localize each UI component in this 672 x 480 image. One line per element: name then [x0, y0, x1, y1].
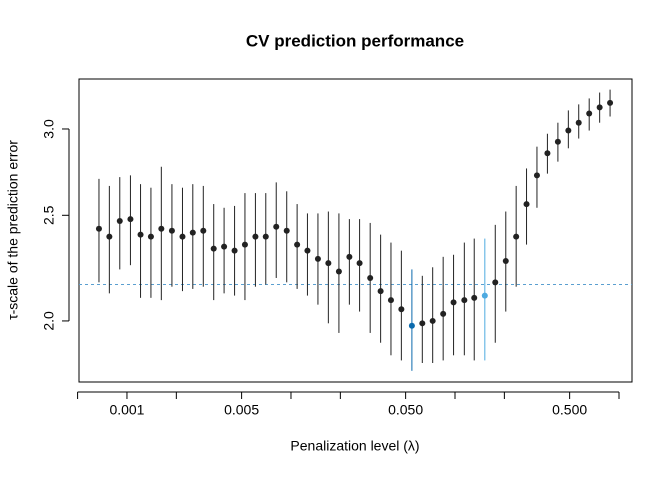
point: [273, 223, 280, 230]
point: [419, 320, 426, 327]
point: [492, 279, 499, 286]
point: [106, 233, 113, 240]
point: [137, 231, 144, 238]
point: [565, 127, 572, 134]
y-tick-label: 2.5: [41, 205, 57, 225]
point: [127, 216, 134, 223]
point: [398, 306, 405, 313]
point: [356, 260, 363, 267]
point: [554, 138, 561, 145]
point: [221, 243, 228, 250]
point: [314, 255, 321, 262]
point: [586, 110, 593, 117]
point: [471, 294, 478, 301]
point: [408, 322, 415, 329]
point: [189, 229, 196, 236]
point: [377, 288, 384, 295]
point: [147, 233, 154, 240]
point: [304, 247, 311, 254]
chart-title: CV prediction performance: [246, 31, 464, 50]
point: [440, 310, 447, 317]
point: [95, 225, 102, 232]
point: [607, 99, 614, 106]
point: [168, 227, 175, 234]
point: [513, 233, 520, 240]
x-tick-label: 0.500: [552, 402, 587, 418]
point: [450, 299, 457, 306]
point: [231, 247, 238, 254]
point: [325, 260, 332, 267]
x-tick-label: 0.050: [388, 402, 423, 418]
point: [294, 241, 301, 248]
point: [283, 227, 290, 234]
point: [523, 201, 530, 208]
point: [210, 245, 217, 252]
x-tick-label: 0.005: [224, 402, 259, 418]
point: [575, 119, 582, 126]
point: [241, 241, 248, 248]
y-axis-label: τ-scale of the prediction error: [5, 140, 21, 320]
x-tick-label: 0.001: [109, 402, 144, 418]
point: [346, 253, 353, 260]
point: [116, 218, 123, 225]
point: [158, 225, 165, 232]
x-axis-label: Penalization level (λ): [290, 438, 419, 454]
y-tick-label: 3.0: [41, 119, 57, 139]
point: [262, 233, 269, 240]
point: [335, 268, 342, 275]
point: [533, 172, 540, 179]
y-tick-label: 2.0: [41, 311, 57, 331]
point: [596, 104, 603, 111]
point: [544, 150, 551, 157]
point: [252, 233, 259, 240]
point: [179, 233, 186, 240]
point: [461, 297, 468, 304]
point: [200, 227, 207, 234]
plot-frame: [78, 78, 633, 383]
point: [429, 317, 436, 324]
point: [481, 292, 488, 299]
point: [387, 297, 394, 304]
point: [502, 257, 509, 264]
point: [367, 274, 374, 281]
